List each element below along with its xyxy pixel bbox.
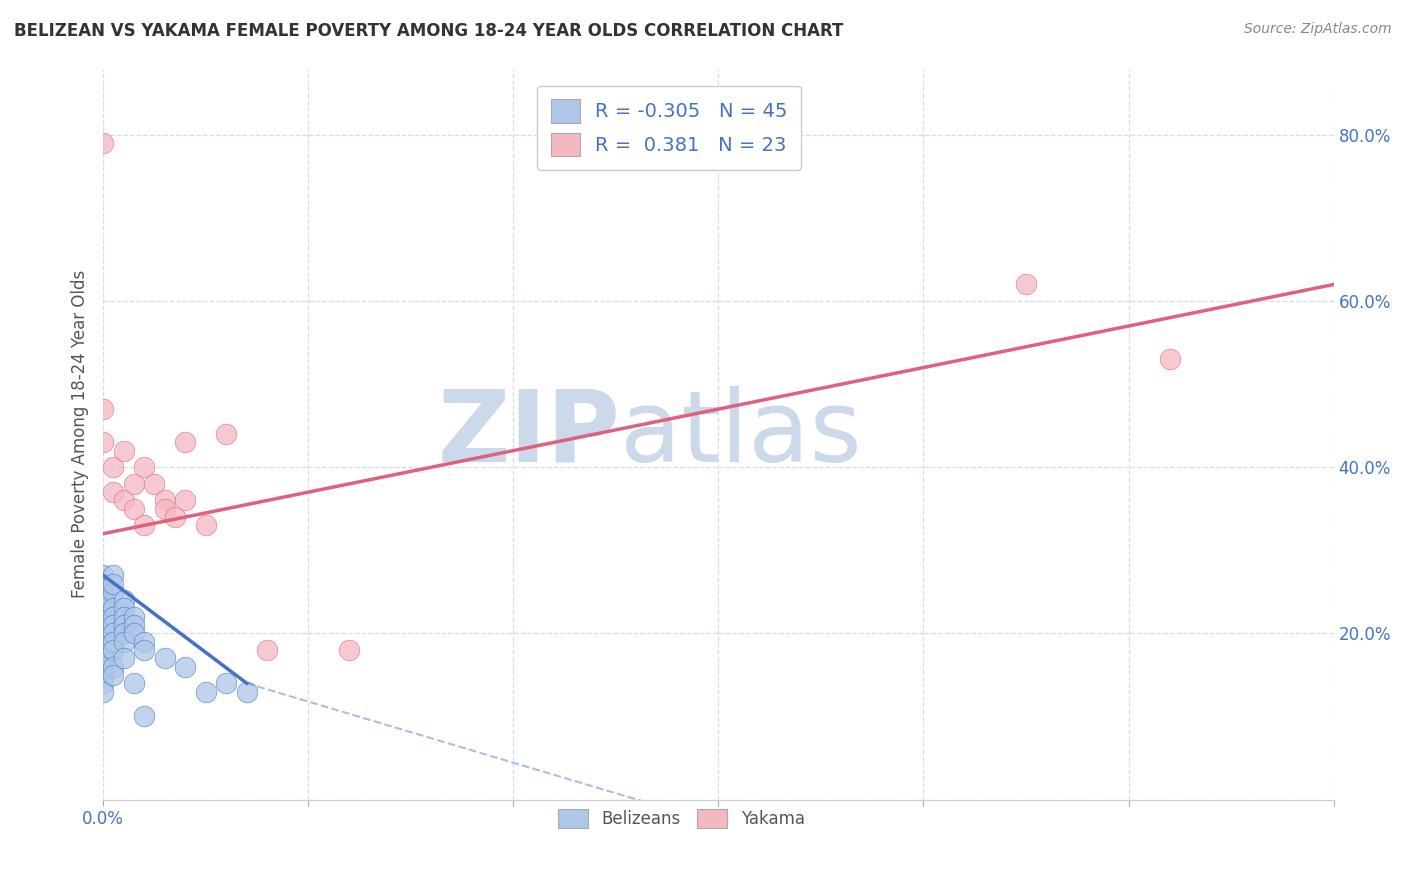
Point [215,427,238,442]
Point [112,634,135,648]
Point [112,618,135,632]
Point [103,668,125,682]
Point [112,626,135,640]
Point [215,676,238,690]
Point [112,601,135,615]
Point [163,510,186,524]
Point [91,651,114,665]
Point [91,402,114,417]
Point [194,684,217,698]
Y-axis label: Female Poverty Among 18-24 Year Olds: Female Poverty Among 18-24 Year Olds [72,270,89,599]
Point [91,634,114,648]
Point [153,501,176,516]
Point [91,618,114,632]
Point [103,485,125,500]
Point [103,626,125,640]
Point [103,585,125,599]
Point [91,659,114,673]
Point [91,668,114,682]
Point [143,476,166,491]
Point [174,435,197,450]
Point [134,634,156,648]
Legend: Belizeans, Yakama: Belizeans, Yakama [551,803,811,835]
Point [103,460,125,475]
Point [153,651,176,665]
Point [337,643,360,657]
Point [103,568,125,582]
Point [112,493,135,508]
Point [1159,352,1181,367]
Point [153,493,176,508]
Point [91,593,114,607]
Point [122,626,145,640]
Point [194,518,217,533]
Point [91,435,114,450]
Point [91,684,114,698]
Point [174,659,197,673]
Point [122,618,145,632]
Point [122,501,145,516]
Point [112,443,135,458]
Point [103,618,125,632]
Point [134,709,156,723]
Text: atlas: atlas [620,385,862,483]
Point [235,684,257,698]
Point [91,676,114,690]
Point [91,585,114,599]
Text: ZIP: ZIP [437,385,620,483]
Point [256,643,278,657]
Point [103,576,125,591]
Point [112,593,135,607]
Point [103,601,125,615]
Point [122,609,145,624]
Point [1015,277,1038,292]
Point [112,609,135,624]
Point [91,626,114,640]
Point [91,576,114,591]
Point [91,568,114,582]
Point [122,676,145,690]
Point [103,643,125,657]
Point [91,136,114,151]
Point [103,634,125,648]
Point [134,643,156,657]
Text: Source: ZipAtlas.com: Source: ZipAtlas.com [1244,22,1392,37]
Point [103,609,125,624]
Point [91,609,114,624]
Point [91,601,114,615]
Point [134,460,156,475]
Text: BELIZEAN VS YAKAMA FEMALE POVERTY AMONG 18-24 YEAR OLDS CORRELATION CHART: BELIZEAN VS YAKAMA FEMALE POVERTY AMONG … [14,22,844,40]
Point [103,659,125,673]
Point [112,651,135,665]
Point [174,493,197,508]
Point [122,476,145,491]
Point [91,643,114,657]
Point [134,518,156,533]
